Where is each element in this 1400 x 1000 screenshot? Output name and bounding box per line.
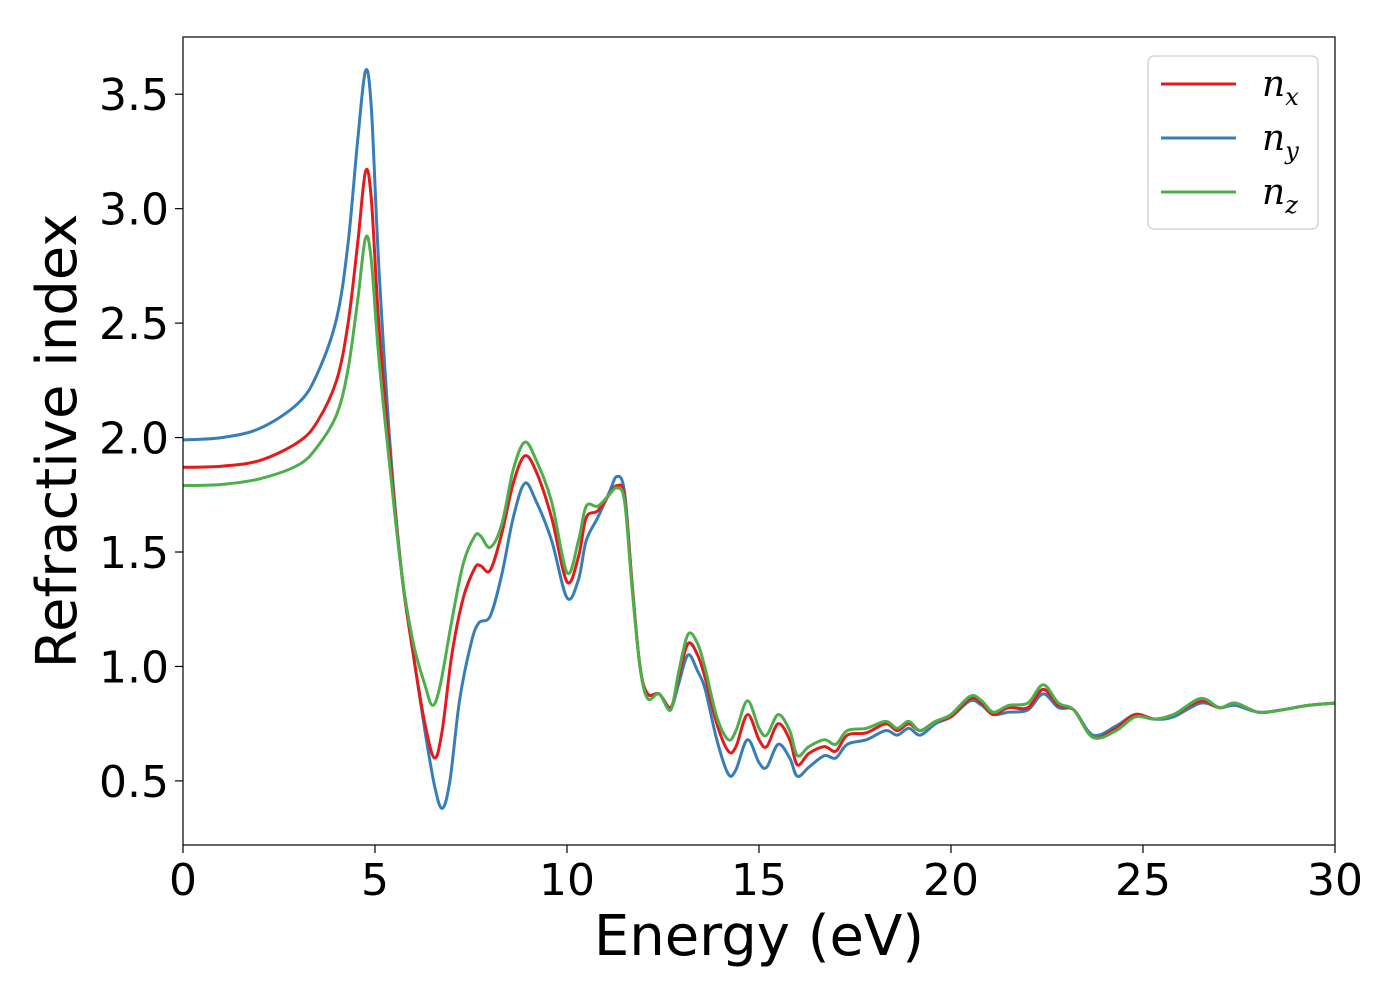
- y-tick-label: 3.5: [99, 70, 169, 121]
- plot-area: [183, 68, 1335, 810]
- y-axis-title: Refractive index: [25, 214, 90, 669]
- x-tick-label: 10: [539, 855, 595, 906]
- x-tick-label: 5: [361, 855, 389, 906]
- legend-label-ny: ny: [1262, 118, 1299, 165]
- y-tick-label: 3.0: [99, 185, 169, 236]
- legend-label-symbol: n: [1262, 118, 1285, 159]
- y-axis: 0.5 1.0 1.5 2.0 2.5 3.0 3.5: [99, 70, 183, 808]
- y-tick-label: 0.5: [99, 757, 169, 808]
- y-tick-label: 1.5: [99, 528, 169, 579]
- legend-label-nx: nx: [1262, 64, 1299, 111]
- x-axis: 0 5 10 15 20 25 30: [169, 845, 1363, 906]
- series-line-nz: [183, 234, 1335, 758]
- legend-label-nz: nz: [1262, 172, 1298, 219]
- legend-box: [1147, 55, 1319, 230]
- y-tick-label: 2.0: [99, 414, 169, 465]
- legend-label-subscript: z: [1284, 191, 1298, 219]
- legend-label-subscript: y: [1284, 137, 1299, 165]
- x-tick-label: 30: [1307, 855, 1363, 906]
- x-axis-title: Energy (eV): [594, 904, 924, 969]
- x-tick-label: 20: [923, 855, 979, 906]
- y-tick-label: 2.5: [99, 299, 169, 350]
- y-tick-label: 1.0: [99, 642, 169, 693]
- x-tick-label: 15: [731, 855, 787, 906]
- legend-label-symbol: n: [1262, 172, 1285, 213]
- x-tick-label: 0: [169, 855, 197, 906]
- series-layer: [183, 68, 1335, 810]
- legend-label-subscript: x: [1285, 83, 1299, 111]
- x-tick-label: 25: [1115, 855, 1171, 906]
- legend-label-symbol: n: [1262, 64, 1285, 105]
